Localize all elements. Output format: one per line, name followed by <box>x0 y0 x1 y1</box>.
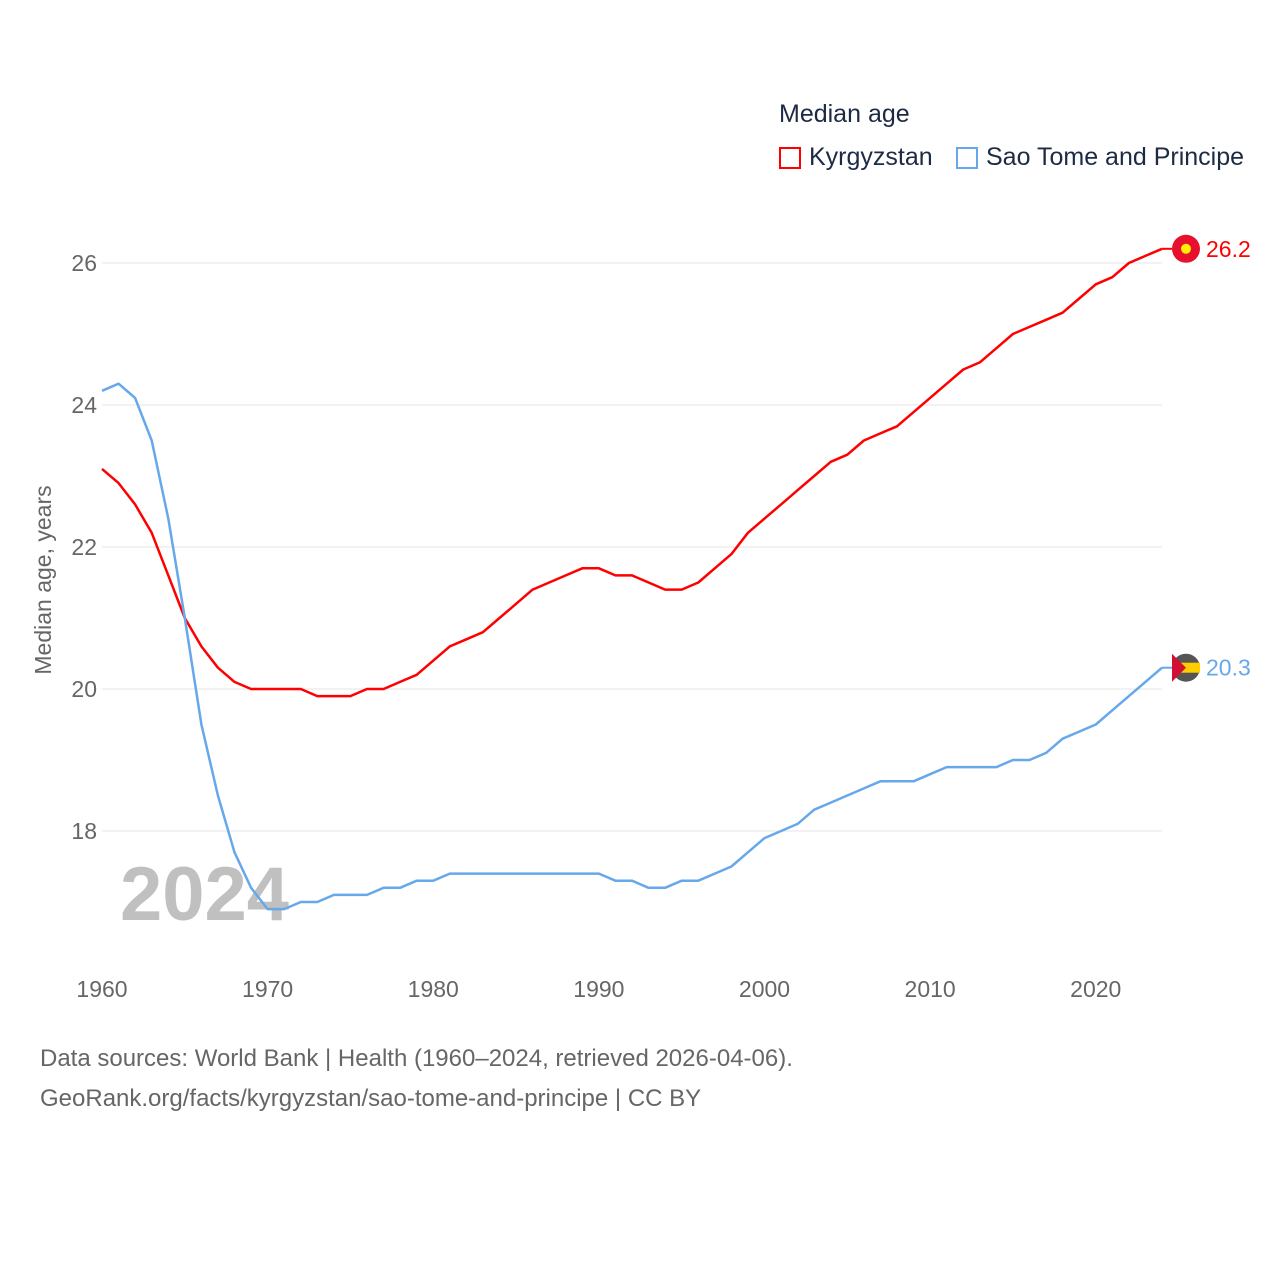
y-tick-label: 22 <box>71 534 97 560</box>
kyrgyzstan-flag-icon <box>1172 234 1200 263</box>
footer-sources: Data sources: World Bank | Health (1960–… <box>40 1045 793 1072</box>
y-tick-label: 18 <box>71 818 97 844</box>
footer-link[interactable]: GeoRank.org/facts/kyrgyzstan/sao-tome-an… <box>40 1085 702 1112</box>
y-tick-label: 26 <box>71 250 97 276</box>
legend-item-sao-tome[interactable]: Sao Tome and Principe <box>956 143 1244 172</box>
y-tick-label: 20 <box>71 676 97 702</box>
legend-swatch-icon <box>956 146 978 169</box>
end-value-label: 20.3 <box>1206 655 1251 681</box>
x-tick-label: 1990 <box>573 976 624 1002</box>
legend-label: Sao Tome and Principe <box>986 143 1245 171</box>
x-tick-label: 2000 <box>739 976 790 1002</box>
legend-title: Median age <box>779 100 910 128</box>
y-axis-label: Median age, years <box>30 485 56 674</box>
x-tick-label: 1980 <box>408 976 459 1002</box>
x-tick-label: 2010 <box>905 976 956 1002</box>
legend-swatch-icon <box>779 146 801 169</box>
series-line-sao-tome[interactable] <box>101 382 1163 911</box>
series-line-kyrgyzstan[interactable] <box>101 247 1163 698</box>
x-tick-label: 1970 <box>242 976 293 1002</box>
x-tick-label: 1960 <box>76 976 127 1002</box>
legend-item-kyrgyzstan[interactable]: Kyrgyzstan <box>779 143 933 172</box>
legend-label: Kyrgyzstan <box>809 143 933 171</box>
year-watermark: 2024 <box>120 852 289 937</box>
x-tick-label: 2020 <box>1070 976 1121 1002</box>
sao-tome-flag-icon <box>1172 653 1200 682</box>
end-value-label: 26.2 <box>1206 236 1251 262</box>
y-tick-label: 24 <box>71 392 97 418</box>
